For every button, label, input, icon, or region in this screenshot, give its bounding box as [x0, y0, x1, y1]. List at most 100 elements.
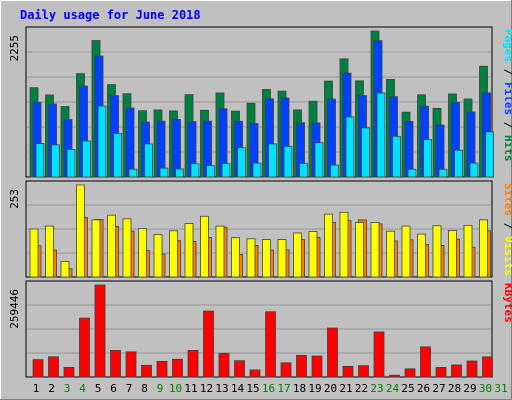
x-tick-label-day-23: 23 — [370, 382, 383, 395]
y-axis-max-label: 2255 — [8, 35, 21, 62]
bar-sites-day-16 — [262, 239, 271, 278]
x-tick-label-day-17: 17 — [277, 382, 290, 395]
bar-kbytes-day-26 — [420, 346, 431, 378]
bar-sites-day-3 — [60, 260, 70, 278]
bar-pages-day-3 — [66, 149, 76, 178]
series-legend-label: Sites / Visits — [502, 183, 512, 276]
bar-pages-day-27 — [438, 168, 448, 178]
bar-sites-day-6 — [107, 214, 116, 278]
bar-sites-day-8 — [138, 228, 147, 278]
bar-pages-day-22 — [361, 127, 370, 178]
x-tick-label-day-4: 4 — [79, 382, 86, 395]
series-legend-label: Pages / Files / Hits — [502, 29, 512, 162]
bar-kbytes-day-2 — [48, 356, 59, 378]
bar-kbytes-day-16 — [265, 311, 276, 378]
bar-kbytes-day-21 — [342, 365, 354, 378]
bar-kbytes-day-4 — [79, 317, 90, 378]
bar-sites-day-5 — [91, 219, 101, 278]
x-tick-label-day-25: 25 — [401, 382, 414, 395]
bar-pages-day-25 — [407, 168, 417, 178]
bar-sites-day-26 — [417, 233, 426, 278]
bar-kbytes-day-6 — [110, 350, 121, 378]
bar-pages-day-13 — [221, 163, 231, 178]
bar-pages-day-20 — [330, 164, 339, 178]
y-axis-max-label: 259446 — [8, 289, 21, 329]
bar-sites-day-29 — [463, 224, 473, 278]
x-tick-label-day-26: 26 — [417, 382, 430, 395]
bar-kbytes-day-19 — [311, 355, 323, 378]
bar-pages-day-21 — [345, 116, 355, 178]
bar-kbytes-day-14 — [234, 360, 245, 378]
bar-kbytes-day-28 — [451, 364, 462, 378]
bar-kbytes-day-9 — [156, 360, 168, 378]
bar-kbytes-day-12 — [203, 310, 214, 378]
bar-files-day-25 — [404, 121, 414, 178]
bar-pages-day-17 — [283, 145, 293, 178]
bar-kbytes-day-18 — [296, 354, 307, 378]
x-tick-label-day-30: 30 — [479, 382, 492, 395]
x-tick-label-day-3: 3 — [64, 382, 71, 395]
bar-sites-day-20 — [324, 213, 333, 278]
x-tick-label-day-1: 1 — [33, 382, 40, 395]
bar-kbytes-day-23 — [373, 331, 385, 378]
bar-sites-day-27 — [432, 225, 442, 278]
x-tick-label-day-15: 15 — [246, 382, 259, 395]
x-tick-label-day-27: 27 — [432, 382, 445, 395]
x-tick-label-day-24: 24 — [386, 382, 400, 395]
bar-sites-day-22 — [355, 222, 364, 278]
bar-sites-day-1 — [29, 228, 39, 278]
bar-pages-day-8 — [144, 143, 153, 178]
bar-kbytes-day-17 — [280, 362, 292, 378]
bar-kbytes-day-3 — [63, 367, 75, 378]
bar-sites-day-23 — [370, 222, 380, 278]
bar-sites-day-10 — [169, 230, 178, 278]
bar-kbytes-day-11 — [187, 350, 199, 378]
bar-kbytes-day-15 — [249, 369, 261, 378]
bar-kbytes-day-27 — [435, 367, 447, 378]
bar-pages-day-15 — [252, 162, 262, 178]
bar-sites-day-11 — [184, 223, 194, 278]
bar-pages-day-1 — [35, 143, 45, 178]
x-tick-label-day-14: 14 — [231, 382, 245, 395]
x-axis-day-labels: 1 2 3 4 5 6 7 8 9 10 11 12 13 14 15 16 17 18 19 20 21 22 23 24 2… — [33, 382, 508, 395]
bar-pages-day-18 — [299, 163, 308, 178]
panel-hits-files-pages: 2255 Pages / Files / Hits — [8, 26, 512, 178]
x-tick-label-day-11: 11 — [184, 382, 197, 395]
bar-sites-day-25 — [401, 225, 411, 278]
x-tick-label-day-28: 28 — [448, 382, 461, 395]
x-tick-label-day-20: 20 — [324, 382, 337, 395]
bar-pages-day-6 — [113, 133, 122, 178]
bar-pages-day-28 — [454, 149, 463, 178]
x-tick-label-day-21: 21 — [339, 382, 352, 395]
y-axis-max-label: 253 — [8, 189, 21, 209]
x-tick-label-day-8: 8 — [141, 382, 148, 395]
bar-sites-day-12 — [200, 215, 209, 278]
bar-kbytes-day-29 — [466, 360, 478, 378]
bar-sites-day-15 — [246, 238, 256, 278]
x-tick-label-day-7: 7 — [126, 382, 133, 395]
x-tick-label-day-31: 31 — [494, 382, 507, 395]
bar-sites-day-13 — [215, 225, 225, 278]
chart-panels: 2255 Pages / Files / Hits 253 Sites / Visit… — [8, 26, 512, 378]
bar-pages-day-29 — [469, 162, 479, 178]
bar-sites-day-9 — [153, 234, 163, 278]
bar-kbytes-day-22 — [358, 365, 369, 378]
bar-pages-day-23 — [376, 92, 386, 178]
bar-pages-day-19 — [314, 142, 324, 178]
bar-sites-day-4 — [76, 184, 85, 278]
x-tick-label-day-19: 19 — [308, 382, 321, 395]
x-tick-label-day-18: 18 — [293, 382, 306, 395]
panel-visits-sites: 253 Sites / Visits — [8, 180, 512, 278]
bar-kbytes-day-5 — [94, 284, 106, 378]
panel-kbytes: 259446 KBytes — [8, 280, 512, 378]
x-tick-label-day-5: 5 — [95, 382, 102, 395]
bar-pages-day-14 — [237, 147, 246, 178]
bar-sites-day-24 — [386, 230, 395, 278]
bar-sites-day-14 — [231, 237, 240, 278]
x-tick-label-day-29: 29 — [463, 382, 476, 395]
bar-sites-day-18 — [293, 232, 302, 278]
x-tick-label-day-10: 10 — [169, 382, 182, 395]
bar-kbytes-day-24 — [389, 374, 400, 378]
bar-kbytes-day-1 — [32, 359, 44, 378]
